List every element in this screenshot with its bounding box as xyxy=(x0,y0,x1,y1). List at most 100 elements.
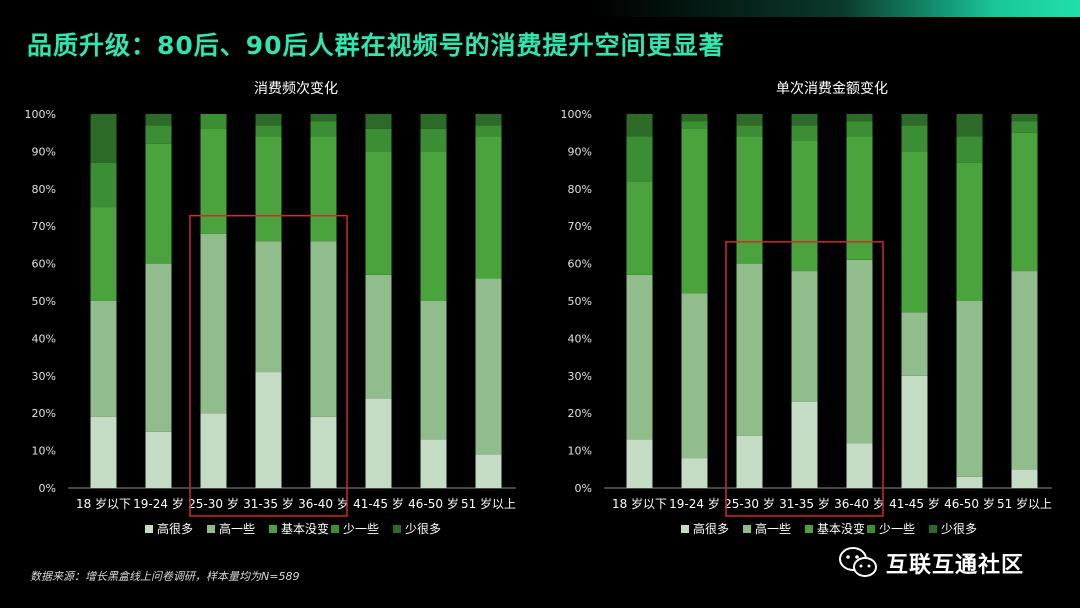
bar-segment xyxy=(626,181,653,275)
bar-segment xyxy=(310,136,337,242)
bar-segment xyxy=(681,121,708,129)
legend-swatch xyxy=(331,525,339,533)
bar-segment xyxy=(255,114,282,126)
bar-segment xyxy=(681,458,708,488)
top-accent-bar xyxy=(0,0,1080,17)
y-tick-label: 40% xyxy=(568,332,592,345)
y-tick-label: 30% xyxy=(32,370,56,383)
y-tick-label: 60% xyxy=(32,258,56,271)
bar-segment xyxy=(420,151,447,301)
bar-segment xyxy=(145,114,172,126)
y-tick-label: 20% xyxy=(32,407,56,420)
bar-segment xyxy=(736,435,763,488)
bar-segment xyxy=(846,443,873,488)
bar-segment xyxy=(200,233,227,414)
x-category-label: 31-35 岁 xyxy=(779,496,830,511)
legend-label: 基本没变 xyxy=(281,521,329,536)
legend-label: 高一些 xyxy=(755,521,791,536)
bar-segment xyxy=(736,263,763,436)
bar-segment xyxy=(475,136,502,279)
y-tick-label: 70% xyxy=(32,220,56,233)
y-tick-label: 100% xyxy=(25,108,56,121)
bar-segment xyxy=(200,413,227,488)
bar-segment xyxy=(846,114,873,122)
x-category-label: 36-40 岁 xyxy=(834,496,885,511)
bar-segment xyxy=(365,274,392,399)
bar-segment xyxy=(420,114,447,129)
x-category-label: 41-45 岁 xyxy=(353,496,404,511)
chart-panel-amount: 单次消费金额变化 0% 10% 20% 30% 40% 50% 60% 70% 80% 90% 100… xyxy=(550,72,1060,552)
x-category-label: 18 岁以下 xyxy=(612,496,667,511)
bar-segment xyxy=(956,114,983,137)
y-tick-label: 0% xyxy=(39,482,56,495)
bar-segment xyxy=(956,301,983,477)
legend-label: 基本没变 xyxy=(817,521,865,536)
brand-watermark: 互联互通社区 xyxy=(838,545,1024,581)
bar-segment xyxy=(420,439,447,488)
x-category-label: 51 岁以上 xyxy=(997,496,1052,511)
bar-segment xyxy=(145,143,172,264)
bar-segment xyxy=(1011,132,1038,272)
bar-segment xyxy=(90,114,117,163)
bar-segment xyxy=(365,398,392,488)
y-tick-label: 30% xyxy=(568,370,592,383)
bar-segment xyxy=(310,416,337,488)
bar-segment xyxy=(90,416,117,488)
legend-swatch xyxy=(805,525,813,533)
bar-segment xyxy=(791,401,818,488)
bar-segment xyxy=(791,271,818,402)
bar-segment xyxy=(365,114,392,129)
legend-label: 少一些 xyxy=(879,522,915,536)
legend-label: 高很多 xyxy=(157,521,193,536)
bar-segment xyxy=(626,114,653,137)
y-tick-label: 90% xyxy=(568,145,592,158)
data-source-note: 数据来源：增长黑盒线上问卷调研，样本量均为N=589 xyxy=(30,570,300,583)
y-tick-label: 90% xyxy=(32,145,56,158)
x-category-label: 41-45 岁 xyxy=(889,496,940,511)
y-tick-label: 0% xyxy=(575,482,592,495)
chart-panel-frequency: 消费频次变化 0% 10% 20% 30% 40% 50% 60% 70% 80% 90% 100% 1… xyxy=(14,72,524,552)
chart-title: 单次消费金额变化 xyxy=(776,81,888,97)
highlight-box xyxy=(725,241,884,517)
amount-stacked-bar-chart: 单次消费金额变化 0% 10% 20% 30% 40% 50% 60% 70% 80% 90% 100… xyxy=(561,81,1053,536)
bar-segment xyxy=(791,114,818,126)
bar-segment xyxy=(791,125,818,141)
bar-segment xyxy=(681,293,708,459)
bar-segment xyxy=(310,241,337,417)
brand-name: 互联互通社区 xyxy=(886,553,1025,578)
bar-segment xyxy=(145,263,172,432)
bar-segment xyxy=(475,278,502,455)
bar-segment xyxy=(901,312,928,376)
bar-segment xyxy=(310,114,337,122)
bar-segment xyxy=(736,114,763,126)
y-tick-label: 70% xyxy=(568,220,592,233)
x-category-label: 19-24 岁 xyxy=(669,496,720,511)
x-category-label: 19-24 岁 xyxy=(133,496,184,511)
legend-label: 少一些 xyxy=(343,522,379,536)
legend-swatch xyxy=(145,525,153,533)
y-tick-label: 50% xyxy=(568,295,592,308)
bar-segment xyxy=(901,375,928,488)
bar-segment xyxy=(1011,121,1038,133)
bar-segment xyxy=(681,128,708,294)
bar-segment xyxy=(475,125,502,137)
y-tick-label: 10% xyxy=(568,445,592,458)
legend-swatch xyxy=(929,525,937,533)
bar-segment xyxy=(1011,271,1038,470)
y-tick-label: 80% xyxy=(568,183,592,196)
chart-title: 消费频次变化 xyxy=(254,81,338,97)
bar-segment xyxy=(200,114,227,129)
bar-segment xyxy=(475,454,502,488)
x-category-label: 31-35 岁 xyxy=(243,496,294,511)
bar-segment xyxy=(255,372,282,488)
bar-segment xyxy=(791,140,818,272)
bar-segment xyxy=(365,151,392,275)
bar-segment xyxy=(901,151,928,313)
bar-segment xyxy=(901,125,928,152)
bar-segment xyxy=(475,114,502,126)
bar-segment xyxy=(1011,114,1038,122)
x-category-label: 25-30 岁 xyxy=(188,496,239,511)
bar-segment xyxy=(846,121,873,137)
bar-segment xyxy=(956,136,983,163)
bar-segment xyxy=(255,125,282,137)
